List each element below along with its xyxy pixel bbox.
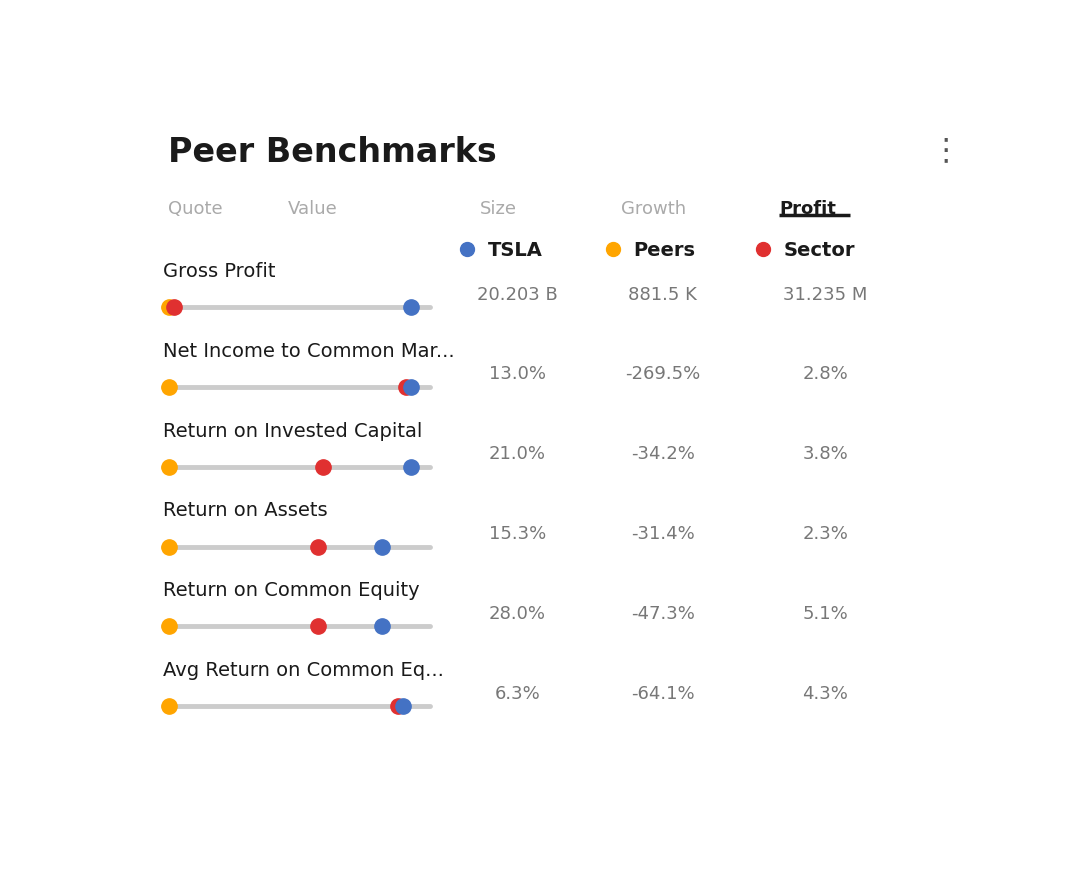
Text: 21.0%: 21.0%: [489, 445, 546, 463]
Text: TSLA: TSLA: [488, 240, 542, 260]
Text: -269.5%: -269.5%: [625, 365, 700, 383]
Text: ⋮: ⋮: [930, 136, 961, 165]
Text: Return on Invested Capital: Return on Invested Capital: [163, 421, 423, 440]
Text: Quote: Quote: [168, 200, 222, 217]
Text: 6.3%: 6.3%: [494, 684, 540, 702]
Text: -34.2%: -34.2%: [630, 445, 695, 463]
Text: Peers: Peers: [634, 240, 696, 260]
Text: 20.203 B: 20.203 B: [477, 285, 557, 303]
Text: Sector: Sector: [784, 240, 855, 260]
Text: 881.5 K: 881.5 K: [628, 285, 697, 303]
Text: 4.3%: 4.3%: [802, 684, 848, 702]
Text: 3.8%: 3.8%: [802, 445, 848, 463]
Text: Profit: Profit: [780, 200, 837, 217]
Text: Avg Return on Common Eq...: Avg Return on Common Eq...: [163, 660, 445, 679]
Text: Return on Assets: Return on Assets: [163, 501, 328, 520]
Text: Growth: Growth: [621, 200, 686, 217]
Text: Return on Common Equity: Return on Common Equity: [163, 581, 420, 600]
Text: Net Income to Common Mar...: Net Income to Common Mar...: [163, 341, 455, 360]
Text: Peer Benchmarks: Peer Benchmarks: [168, 136, 496, 168]
Text: -64.1%: -64.1%: [632, 684, 695, 702]
Text: 31.235 M: 31.235 M: [783, 285, 868, 303]
Text: Size: Size: [480, 200, 517, 217]
Text: 13.0%: 13.0%: [489, 365, 546, 383]
Text: Gross Profit: Gross Profit: [163, 262, 276, 281]
Text: 2.3%: 2.3%: [802, 524, 848, 542]
Text: Value: Value: [288, 200, 338, 217]
Text: -47.3%: -47.3%: [630, 604, 695, 622]
Text: 5.1%: 5.1%: [802, 604, 848, 622]
Text: -31.4%: -31.4%: [630, 524, 695, 542]
Text: 28.0%: 28.0%: [489, 604, 546, 622]
Text: 2.8%: 2.8%: [802, 365, 848, 383]
Text: 15.3%: 15.3%: [489, 524, 546, 542]
